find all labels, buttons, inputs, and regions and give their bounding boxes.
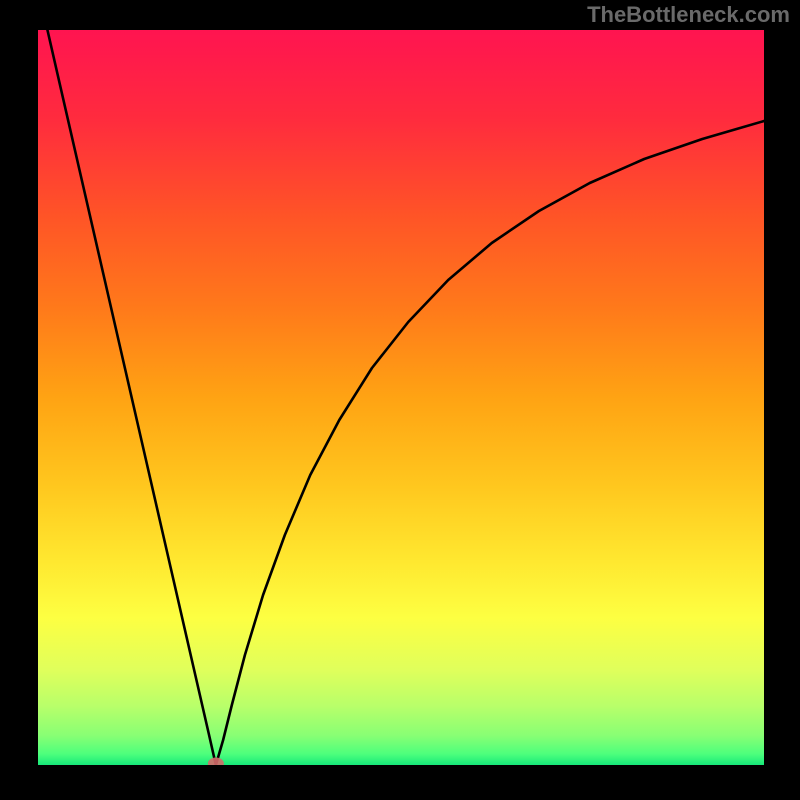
vertex-marker [208, 758, 224, 765]
curve-layer [38, 30, 764, 765]
chart-container: TheBottleneck.com [0, 0, 800, 800]
plot-area [38, 30, 764, 765]
watermark-label: TheBottleneck.com [587, 2, 790, 28]
bottleneck-curve [47, 30, 764, 765]
